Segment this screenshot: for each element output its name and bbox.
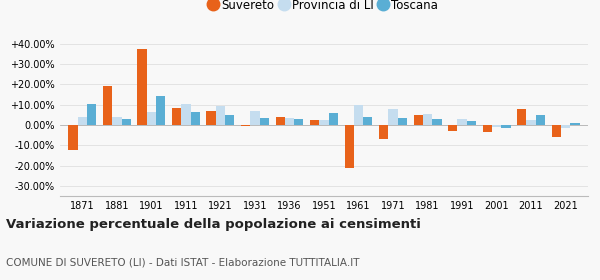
Bar <box>260 118 269 125</box>
Bar <box>122 119 131 125</box>
Bar <box>181 104 191 125</box>
Bar <box>172 108 181 125</box>
Bar <box>294 119 304 125</box>
Bar <box>87 104 97 125</box>
Bar <box>536 115 545 125</box>
Bar <box>147 112 156 125</box>
Bar <box>310 120 319 125</box>
Bar <box>398 118 407 125</box>
Bar <box>517 109 526 125</box>
Bar <box>354 105 363 125</box>
Bar <box>467 121 476 125</box>
Bar <box>388 109 398 125</box>
Bar <box>319 120 329 125</box>
Text: Variazione percentuale della popolazione ai censimenti: Variazione percentuale della popolazione… <box>6 218 421 231</box>
Bar <box>413 115 423 125</box>
Bar <box>103 87 112 125</box>
Bar <box>492 125 501 127</box>
Text: COMUNE DI SUVERETO (LI) - Dati ISTAT - Elaborazione TUTTITALIA.IT: COMUNE DI SUVERETO (LI) - Dati ISTAT - E… <box>6 258 359 268</box>
Bar <box>448 125 457 131</box>
Bar <box>432 119 442 125</box>
Bar <box>275 117 285 125</box>
Bar <box>78 117 87 125</box>
Legend: Suvereto, Provincia di LI, Toscana: Suvereto, Provincia di LI, Toscana <box>205 0 443 17</box>
Bar <box>344 125 354 167</box>
Bar <box>363 117 373 125</box>
Bar <box>206 111 216 125</box>
Bar <box>285 118 294 125</box>
Bar <box>457 119 467 125</box>
Bar <box>216 106 225 125</box>
Bar <box>551 125 561 137</box>
Bar <box>112 117 122 125</box>
Bar <box>561 125 570 128</box>
Bar <box>423 114 432 125</box>
Bar <box>501 125 511 128</box>
Bar <box>482 125 492 132</box>
Bar <box>526 120 536 125</box>
Bar <box>329 113 338 125</box>
Bar <box>241 125 250 126</box>
Bar <box>250 111 260 125</box>
Bar <box>225 115 235 125</box>
Bar <box>570 123 580 125</box>
Bar <box>156 95 166 125</box>
Bar <box>379 125 388 139</box>
Bar <box>137 49 147 125</box>
Bar <box>68 125 78 150</box>
Bar <box>191 112 200 125</box>
